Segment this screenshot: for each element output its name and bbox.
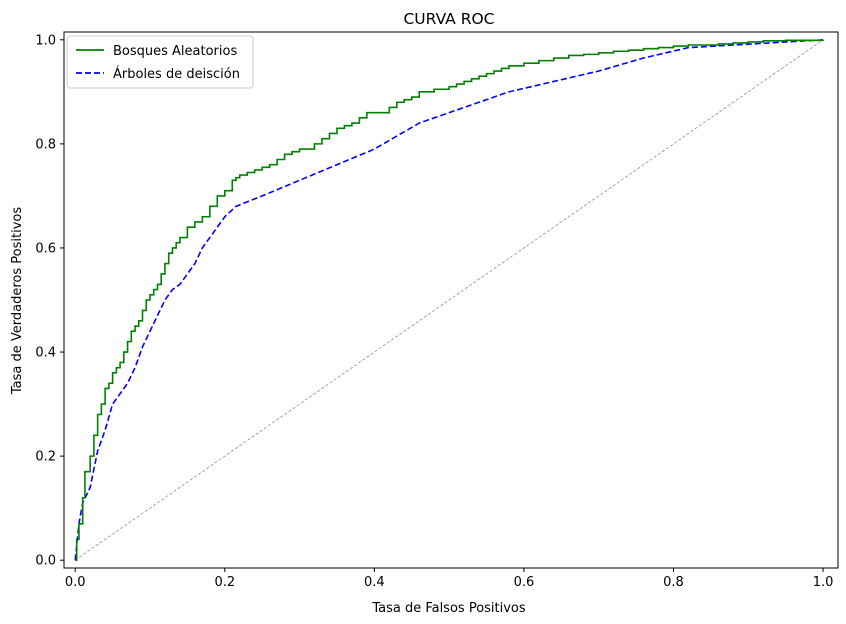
chart-title: CURVA ROC xyxy=(403,10,494,28)
y-tick-label: 1.0 xyxy=(35,33,56,48)
x-tick-label: 1.0 xyxy=(813,575,834,590)
y-tick-label: 0.6 xyxy=(35,241,56,256)
y-tick-label: 0.4 xyxy=(35,346,56,361)
x-tick-label: 0.8 xyxy=(663,575,684,590)
x-tick-label: 0.6 xyxy=(514,575,535,590)
y-axis-label: Tasa de Verdaderos Positivos xyxy=(10,207,25,395)
series-layer xyxy=(74,39,824,561)
legend: Bosques Aleatorios Árboles de deisción xyxy=(66,35,254,89)
legend-box xyxy=(66,35,254,89)
plot-frame xyxy=(63,31,839,569)
diagonal-reference-line xyxy=(75,39,824,561)
ticks-layer: 0.0 0.2 0.4 0.6 0.8 1.0 0.0 0.2 0.4 0.6 0.8 1.0 xyxy=(35,33,833,590)
y-tick-label: 0.0 xyxy=(35,554,56,569)
legend-label-arboles: Árboles de deisción xyxy=(113,66,240,82)
y-tick-label: 0.2 xyxy=(35,450,56,465)
legend-label-bosques: Bosques Aleatorios xyxy=(113,44,237,59)
x-tick-label: 0.0 xyxy=(65,575,86,590)
x-tick-label: 0.4 xyxy=(364,575,385,590)
y-tick-label: 0.8 xyxy=(35,137,56,152)
x-tick-label: 0.2 xyxy=(214,575,235,590)
series-line-bosques-aleatorios xyxy=(75,39,824,561)
series-line-arboles-decision xyxy=(74,39,824,561)
x-axis-label: Tasa de Falsos Positivos xyxy=(371,601,526,616)
